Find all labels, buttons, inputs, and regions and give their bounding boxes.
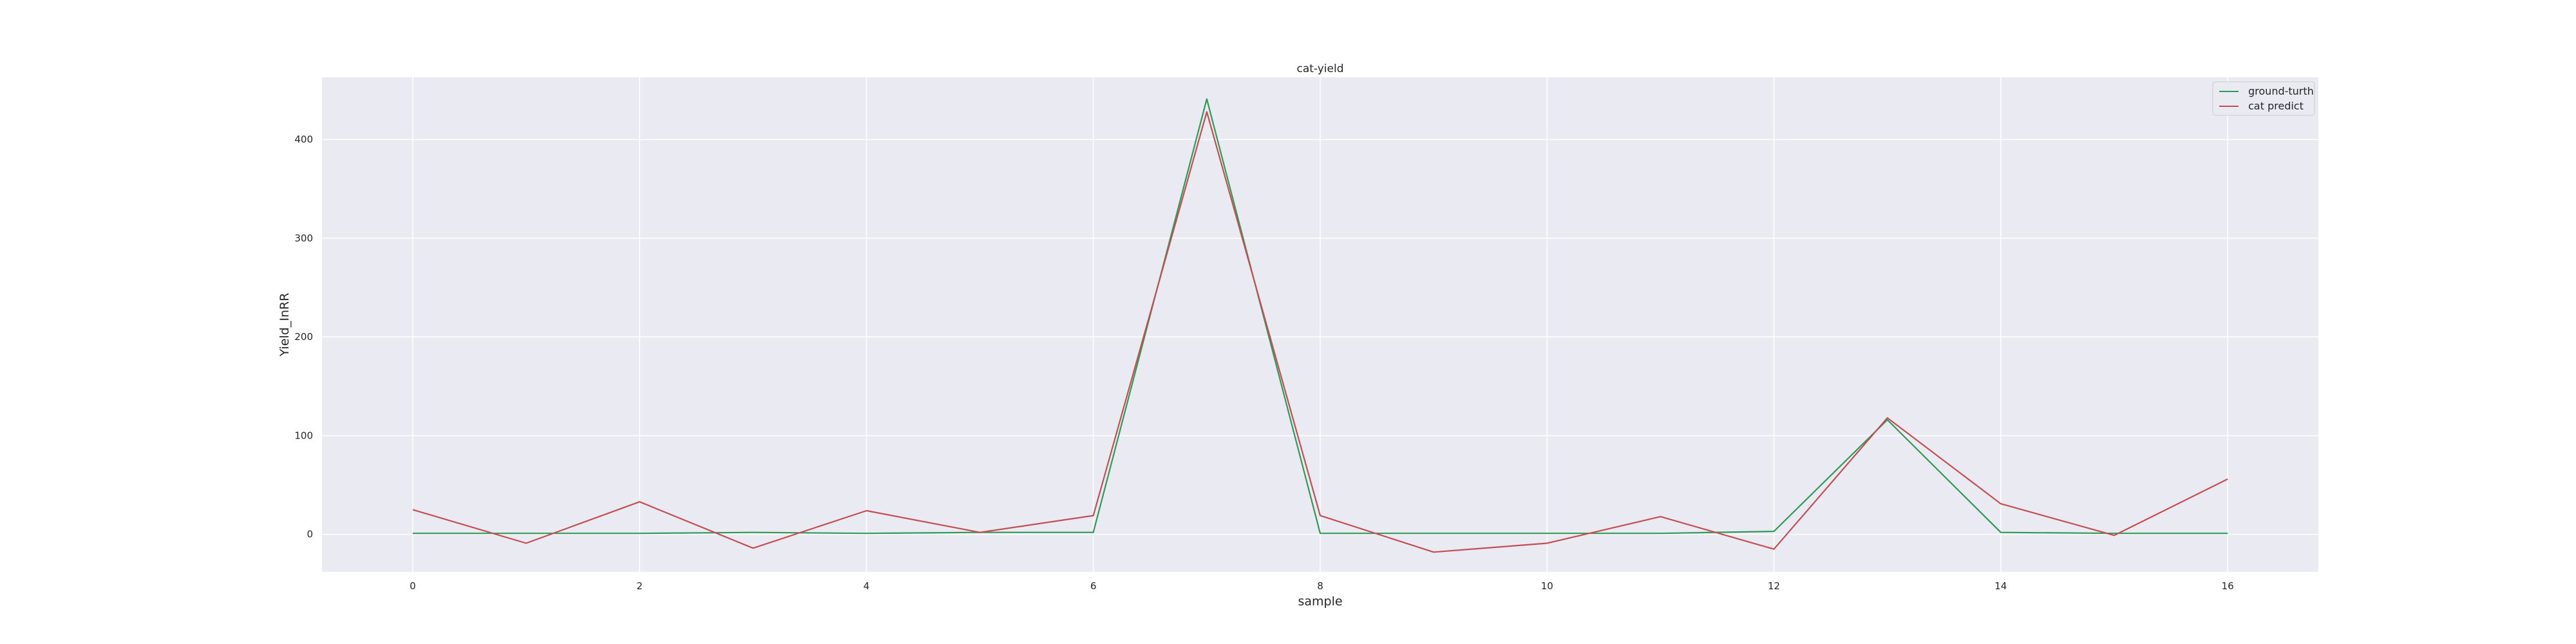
y-tick-labels: 0 100 200 300 400 (294, 134, 313, 540)
x-tick-label: 16 (2222, 580, 2234, 592)
legend-label-ground-truth: ground-turth (2248, 85, 2314, 97)
x-tick-label: 14 (1994, 580, 2007, 592)
x-tick-label: 8 (1317, 580, 1323, 592)
legend: ground-turth cat predict (2212, 81, 2315, 116)
y-tick-label: 100 (294, 430, 313, 441)
y-tick-label: 300 (294, 232, 313, 244)
x-tick-label: 12 (1768, 580, 1780, 592)
y-tick-label: 200 (294, 331, 313, 343)
chart-title: cat-yield (1296, 62, 1343, 75)
y-tick-label: 0 (307, 529, 313, 540)
x-tick-label: 2 (636, 580, 643, 592)
grid-lines (322, 77, 2318, 572)
series-line-cat-predict (412, 111, 2228, 553)
x-tick-labels: 0 2 4 6 8 10 12 14 16 (410, 580, 2234, 592)
x-tick-label: 4 (864, 580, 870, 592)
y-tick-label: 400 (294, 134, 313, 146)
x-tick-label: 10 (1541, 580, 1553, 592)
series-lines (412, 98, 2228, 553)
y-axis-label: Yield_InRR (278, 293, 292, 357)
x-axis-label: sample (1298, 594, 1342, 609)
x-tick-label: 0 (410, 580, 416, 592)
x-tick-label: 6 (1090, 580, 1097, 592)
legend-label-cat-predict: cat predict (2248, 100, 2304, 112)
